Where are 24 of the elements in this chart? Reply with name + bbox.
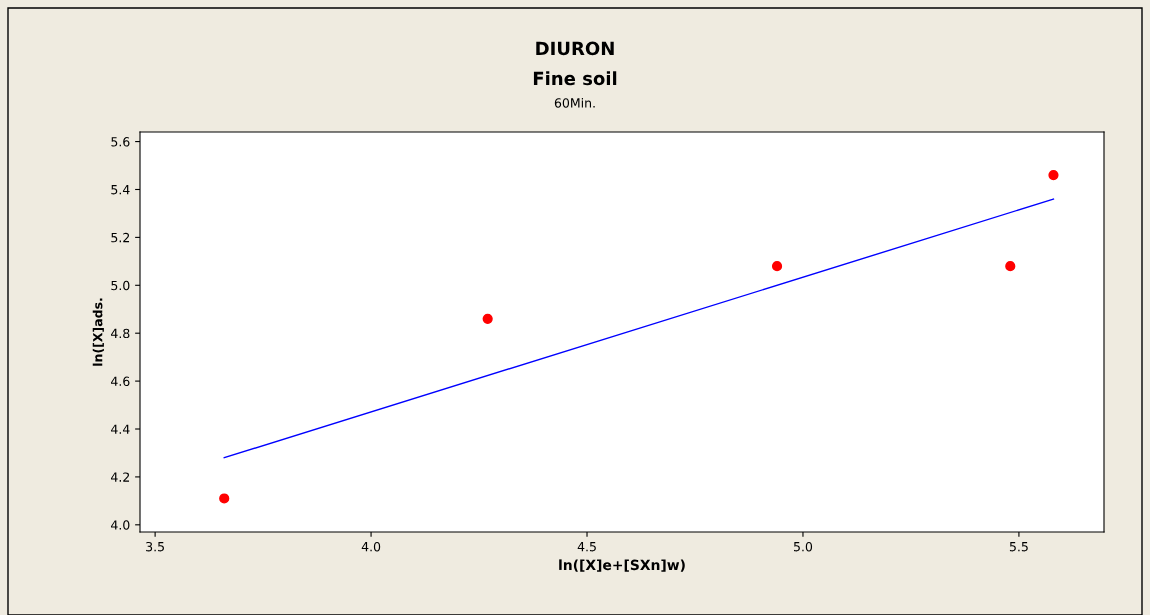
- x-tick-label: 4.0: [361, 541, 381, 552]
- text: 60Min.: [554, 97, 595, 108]
- x-tick-label: 5.0: [793, 541, 813, 552]
- y-tick-label: 4.8: [111, 328, 130, 339]
- x-tick-label: 4.5: [577, 542, 596, 552]
- point: [771, 261, 783, 272]
- point: [482, 313, 493, 324]
- x-tick-label: 3.5: [146, 541, 164, 552]
- y-tick-label: 4.6: [111, 376, 130, 387]
- y-tick-label: 4.4: [111, 424, 130, 434]
- point: [1005, 261, 1016, 272]
- y-axis-title: ln([X]ads.: [92, 298, 104, 366]
- y-tick-label: 5.0: [111, 280, 130, 291]
- y-tick-label: 4.0: [111, 520, 130, 530]
- y-tick-label: 5.2: [111, 232, 130, 243]
- y-tick-label: 4.2: [111, 472, 130, 482]
- x-axis-title: ln([X]e+[SXn]w): [559, 559, 685, 572]
- chart-subtitle: Fine soil: [533, 71, 617, 86]
- y-tick-label: 5.4: [111, 185, 130, 195]
- chart-title: DIURON: [536, 41, 614, 56]
- point: [219, 493, 230, 504]
- x-tick-label: 5.5: [1009, 542, 1028, 552]
- point: [1048, 170, 1059, 181]
- y-tick-label: 5.6: [111, 137, 130, 147]
